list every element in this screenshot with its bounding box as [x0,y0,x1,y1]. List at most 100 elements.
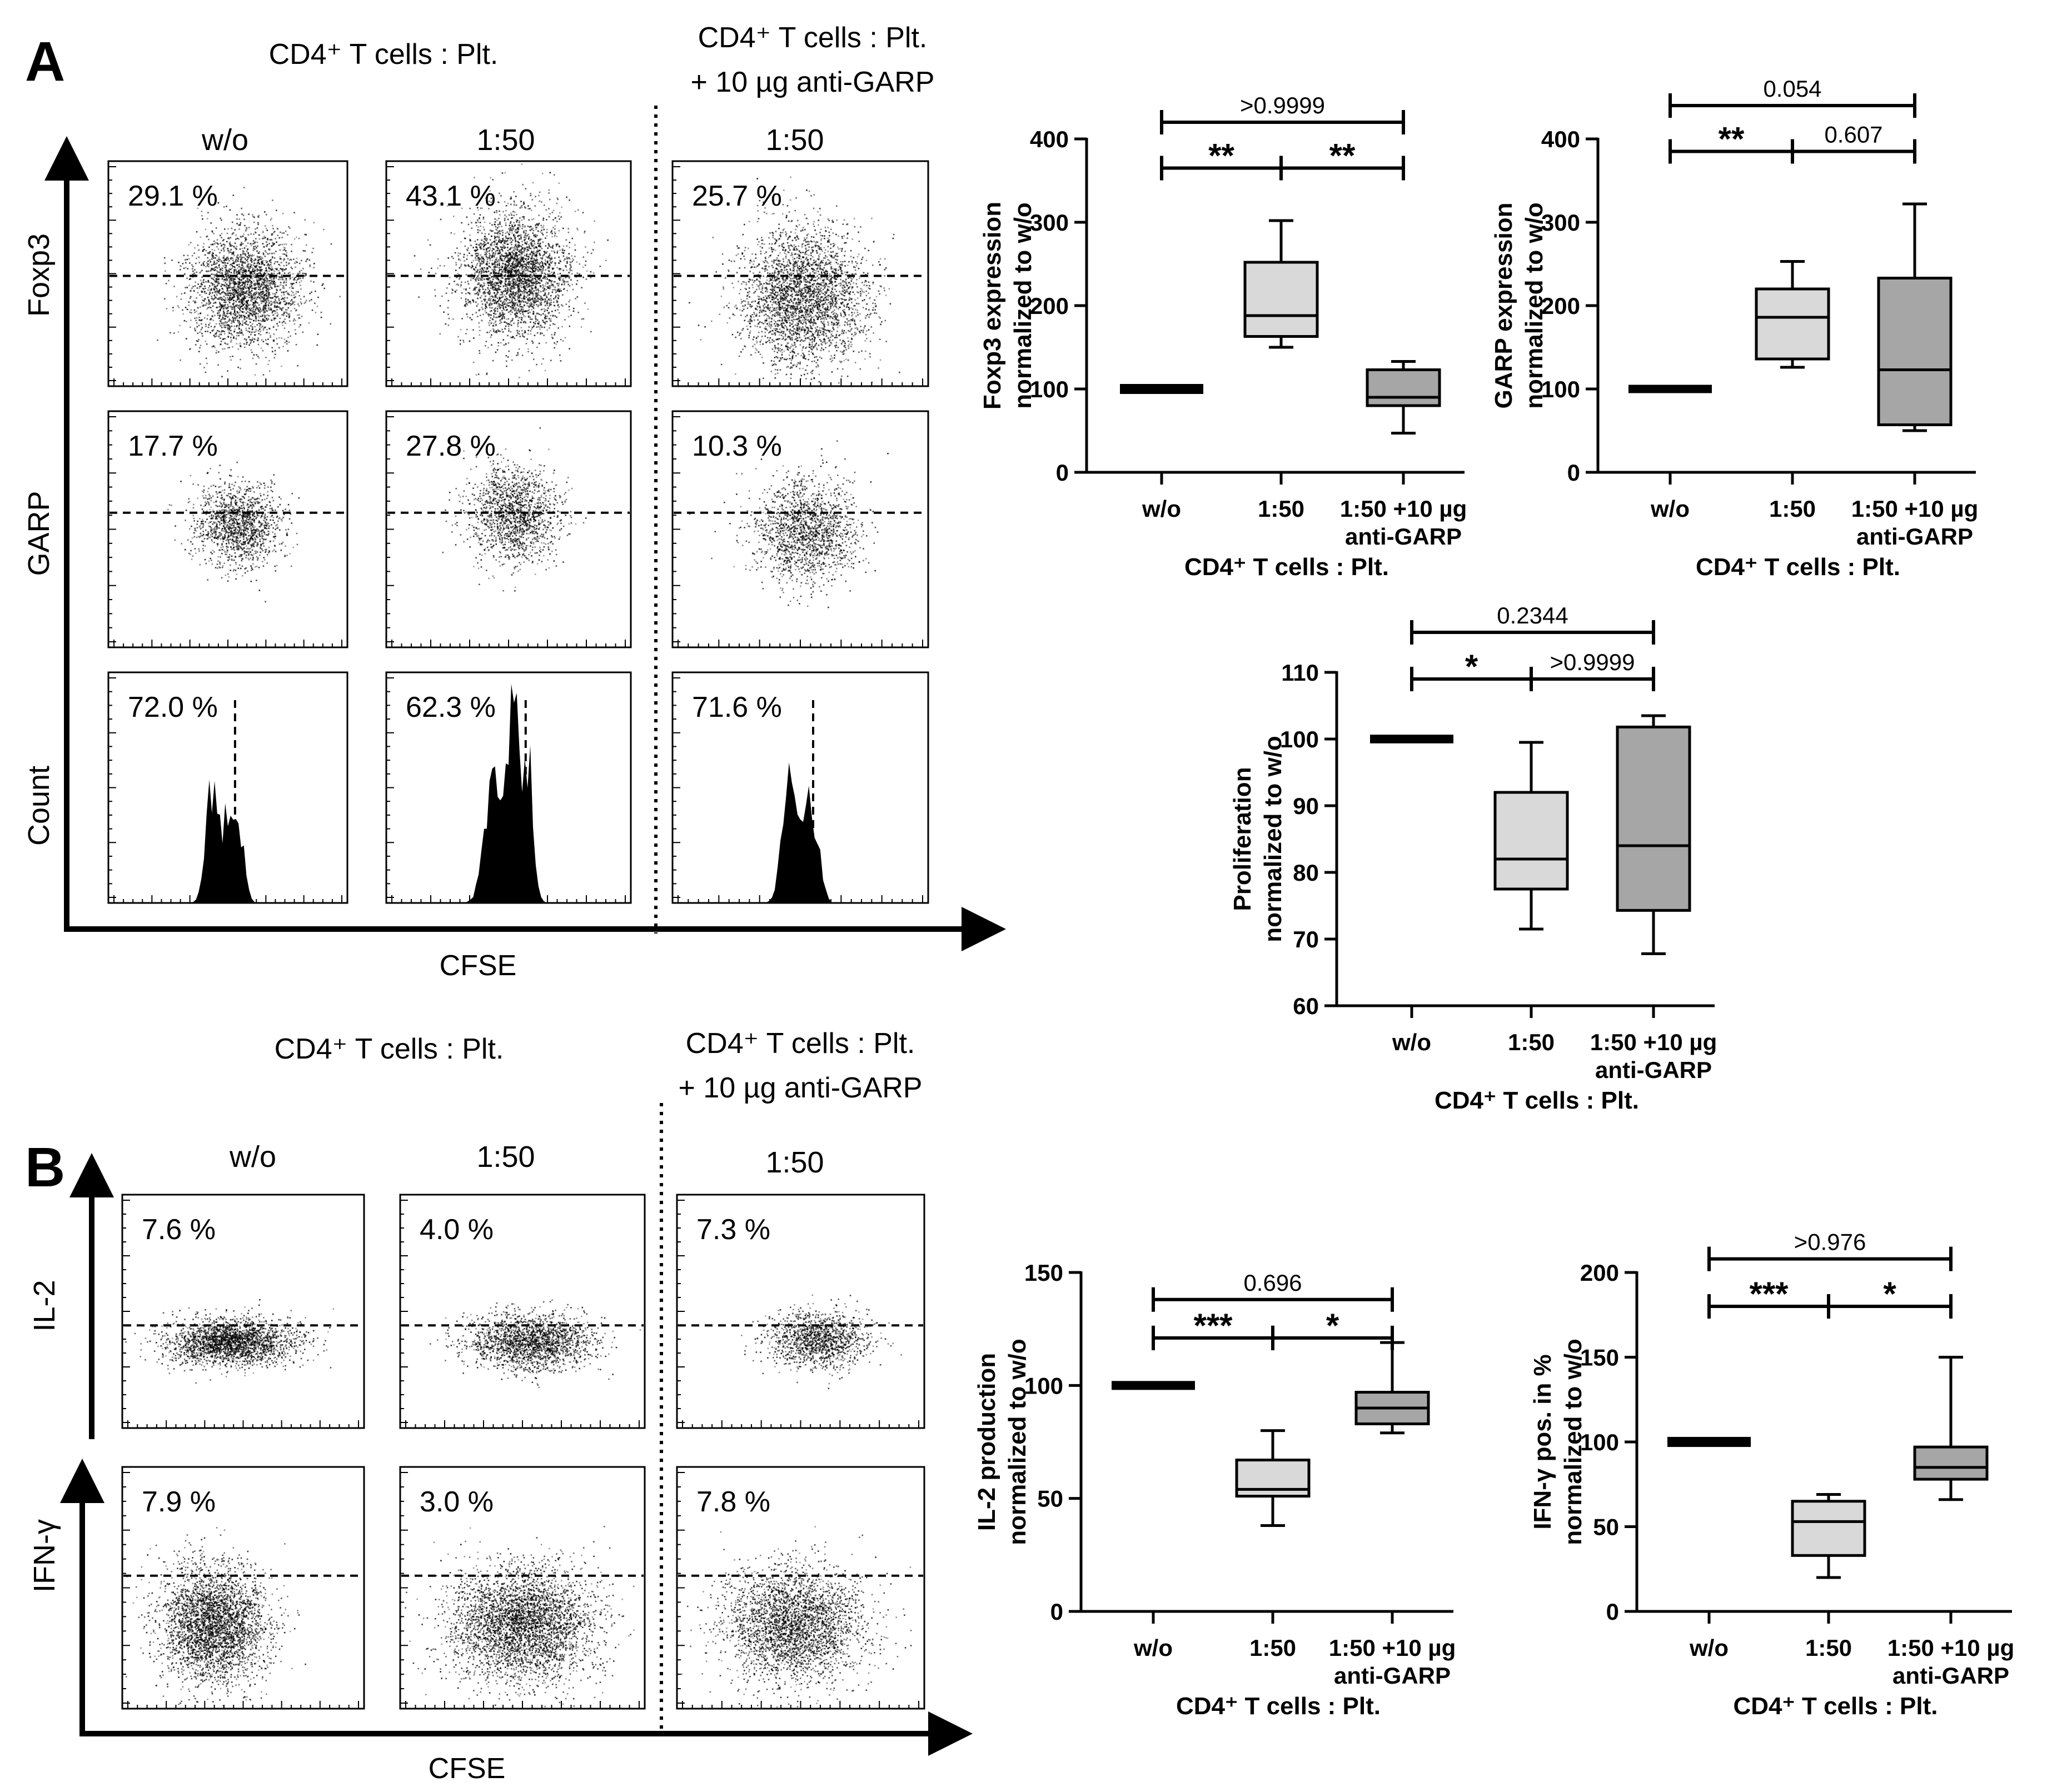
panel-a-column-label-1-50: 1:50 [476,123,535,157]
comparison-label: *** [1193,1307,1233,1344]
x-tick-label: w/o [1689,1635,1729,1661]
x-tick-label: 1:50 +10 µg [1340,496,1467,522]
panel-b-header-right-line1: CD4⁺ T cells : Plt. [686,1027,915,1060]
flow-plot-ticks [673,416,923,647]
histogram [673,762,928,903]
y-tick-label: 90 [1293,793,1319,819]
gate-percent: 27.8 % [406,430,496,462]
panel-a-flow-plots: 29.1 % 43.1 % 25.7 % 17.7 % 27.8 % 10.3 % 72.0… [107,160,929,904]
x-tick-label: anti-GARP [1345,523,1462,550]
y-axis-label-line2: normalized to w/o [1259,736,1287,942]
flow-plot-frame [676,1194,925,1429]
gate-percent: 29.1 % [128,180,218,212]
y-tick-label: 60 [1293,993,1319,1019]
comparison-label: * [1465,648,1478,685]
x-tick-label: 1:50 +10 µg [1887,1635,2015,1661]
x-tick-label: w/o [1133,1635,1173,1661]
y-tick-label: 150 [1024,1260,1063,1286]
flow-plot-a-r2-c2: 27.8 % [385,410,632,648]
y-axis-label-line1: Foxp3 expression [979,202,1006,410]
y-tick-label: 100 [1541,376,1580,402]
y-tick-label: 80 [1293,860,1319,886]
flow-plot-ticks [108,166,342,386]
y-tick-label: 110 [1281,660,1319,686]
box-2 [1755,260,1830,369]
x-tick-label: 1:50 [1249,1635,1296,1661]
panel-b-column-label-wo: w/o [229,1140,276,1174]
comparison-bracket: * [1410,648,1533,691]
y-axis-label-line2: normalized to w/o [1009,202,1037,409]
x-tick-label: anti-GARP [1892,1663,2009,1689]
panel-a-x-axis-label: CFSE [440,950,517,982]
x-tick-label: 1:50 [1508,1029,1555,1055]
comparison-bracket: >0.9999 [1160,92,1405,134]
comparison-bracket: 0.696 [1152,1270,1394,1312]
flow-plot-frame [671,160,929,387]
box-1 [1667,1436,1751,1447]
comparison-label: >0.9999 [1240,92,1325,118]
box-1 [1628,385,1712,393]
x-axis-label: CD4⁺ T cells : Plt. [1176,1693,1381,1720]
gate-percent: 17.7 % [128,430,218,462]
panel-a-row-label-foxp3: Foxp3 [22,233,56,317]
panel-a-header-right-line2: + 10 µg anti-GARP [691,66,935,98]
flow-plot-frame [671,410,929,648]
flow-plot-ticks [677,1472,919,1709]
box-3 [1354,1341,1430,1435]
y-axis-label-line1: IFN-γ pos. in % [1529,1354,1556,1529]
y-tick-label: 200 [1030,293,1069,319]
y-axis-label-line1: GARP expression [1490,203,1517,409]
comparison-label: 0.054 [1763,76,1821,102]
flow-plot-a-r3-c3: 71.6 % [671,671,929,904]
panel-b-column-label-1-50: 1:50 [476,1140,535,1174]
comparison-label: *** [1749,1275,1789,1312]
histogram [108,779,347,903]
box-body [1755,287,1830,361]
x-tick-label: 1:50 +10 µg [1329,1635,1456,1661]
histogram [386,683,631,903]
flow-plot-events [126,1527,306,1707]
flow-plot-ticks [386,166,626,386]
box-chart-3: 60 70 80 90 100 110 Proliferation normalized to… [1229,602,1717,1114]
flow-plot-events [125,1299,335,1384]
y-tick-label: 400 [1030,126,1069,152]
box-body [1493,791,1569,891]
comparison-bracket: >0.976 [1707,1229,1953,1271]
x-tick-label: anti-GARP [1334,1663,1451,1689]
flow-plot-a-r1-c1: 29.1 % [107,160,348,387]
flow-plot-events [157,187,341,378]
panel-a-column-label-1-50-anti-garp: 1:50 [765,123,824,157]
panel-b-header-left: CD4⁺ T cells : Plt. [275,1033,504,1065]
comparison-bracket: * [1827,1275,1953,1319]
box-chart-1: 0 100 200 300 400 Foxp3 expression normalized … [979,92,1467,581]
comparison-bracket: >0.9999 [1530,649,1655,691]
y-tick-label: 100 [1580,1429,1619,1455]
y-tick-label: 200 [1541,293,1580,319]
x-tick-label: w/o [1650,496,1690,522]
comparison-label: * [1883,1275,1896,1312]
flow-plot-events [167,461,300,603]
gate-percent: 25.7 % [692,180,782,212]
flow-plot-b-r2-c1: 7.9 % [121,1466,365,1710]
box-2 [1235,1429,1311,1527]
y-tick-label: 300 [1030,209,1069,236]
y-axis-label-line2: normalized to w/o [1560,1339,1587,1545]
gate-percent: 7.9 % [142,1486,216,1518]
flow-plot-frame [121,1466,365,1710]
x-axis-label: CD4⁺ T cells : Plt. [1435,1087,1639,1114]
y-tick-label: 100 [1024,1372,1063,1399]
y-tick-label: 50 [1593,1514,1619,1540]
box-3 [1913,1356,1989,1501]
flow-plot-events [689,176,900,384]
gate-percent: 72.0 % [128,691,218,723]
x-tick-label: anti-GARP [1595,1057,1712,1083]
comparison-bracket: ** [1279,137,1405,181]
comparison-bracket: 0.2344 [1410,602,1655,645]
box-body [1616,725,1691,912]
comparison-bracket: *** [1152,1307,1274,1350]
flow-plot-a-r2-c1: 17.7 % [107,410,348,648]
comparison-bracket: ** [1669,121,1794,164]
comparison-bracket: ** [1160,137,1283,181]
panel-b-header-right-line2: + 10 µg anti-GARP [679,1072,923,1104]
